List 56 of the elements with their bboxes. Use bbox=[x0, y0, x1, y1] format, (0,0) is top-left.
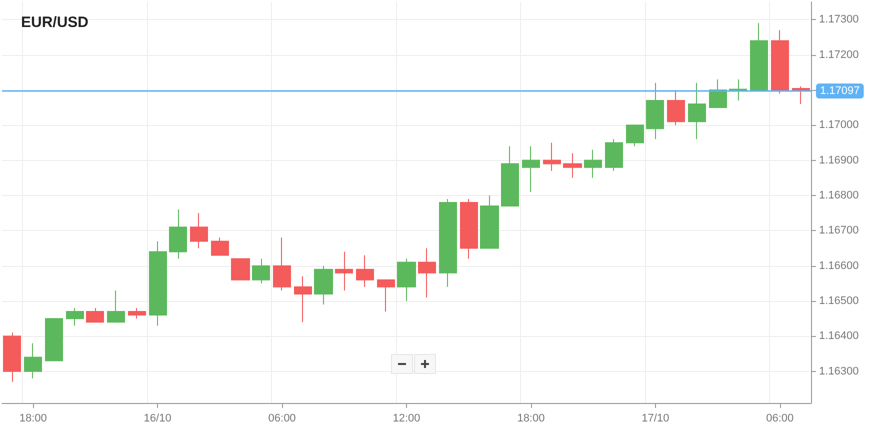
candlestick bbox=[107, 290, 125, 323]
candlestick bbox=[273, 237, 291, 291]
y-tick-label: 1.16700 bbox=[819, 224, 859, 237]
candlestick bbox=[314, 265, 333, 306]
candlestick bbox=[211, 237, 229, 256]
x-tick-label: 06:00 bbox=[766, 412, 794, 424]
candlestick bbox=[501, 146, 519, 207]
candlestick bbox=[377, 279, 395, 312]
candlestick bbox=[522, 146, 540, 192]
candlestick bbox=[3, 332, 21, 382]
candlestick bbox=[24, 342, 42, 379]
candlestick bbox=[335, 251, 353, 291]
y-tick-label: 1.16400 bbox=[819, 330, 859, 342]
candlestick bbox=[750, 22, 768, 90]
y-tick-label: 1.16600 bbox=[819, 260, 859, 272]
x-tick-label: 18:00 bbox=[19, 412, 47, 424]
candlestick bbox=[584, 149, 602, 178]
x-tick-label: 06:00 bbox=[268, 412, 296, 424]
candlestick bbox=[169, 209, 187, 260]
candlestick bbox=[626, 124, 644, 147]
text: EUR/USD bbox=[21, 14, 89, 31]
x-tick-label: 17/10 bbox=[642, 412, 670, 424]
candlestick bbox=[45, 318, 63, 362]
candlestick bbox=[294, 276, 312, 323]
y-tick-label: 1.16800 bbox=[819, 189, 859, 202]
y-tick-label: 1.17200 bbox=[819, 48, 859, 61]
candlestick bbox=[397, 258, 416, 302]
x-tick-label: 12:00 bbox=[392, 412, 420, 424]
y-tick-label: 1.17000 bbox=[819, 119, 859, 132]
candlestick bbox=[356, 254, 374, 288]
y-tick-label: 1.16300 bbox=[819, 365, 859, 378]
candlestick bbox=[667, 89, 685, 126]
y-tick-label: 1.17300 bbox=[819, 14, 859, 26]
candlestick bbox=[460, 198, 478, 260]
candlestick bbox=[86, 308, 104, 323]
candlestick bbox=[149, 240, 167, 326]
candlestick bbox=[709, 78, 727, 108]
ref-line-label: 1.17097 bbox=[820, 84, 860, 97]
candlestick bbox=[563, 152, 582, 178]
candlestick bbox=[66, 308, 84, 326]
candlestick bbox=[771, 30, 789, 94]
y-tick-label: 1.16900 bbox=[819, 154, 859, 166]
candlestick bbox=[543, 142, 561, 172]
candlestick bbox=[231, 258, 250, 280]
candlestick bbox=[190, 212, 208, 249]
candlestick bbox=[252, 258, 270, 284]
x-tick-label: 16/10 bbox=[144, 412, 172, 424]
candlestick bbox=[646, 82, 664, 140]
y-tick-label: 1.16500 bbox=[819, 294, 859, 307]
candlestick bbox=[418, 248, 436, 298]
x-tick-label: 18:00 bbox=[517, 412, 545, 424]
candlestick bbox=[688, 82, 706, 140]
candlestick bbox=[605, 138, 623, 172]
candlestick bbox=[439, 198, 457, 288]
candlestick bbox=[128, 308, 146, 320]
candlestick bbox=[480, 194, 499, 249]
